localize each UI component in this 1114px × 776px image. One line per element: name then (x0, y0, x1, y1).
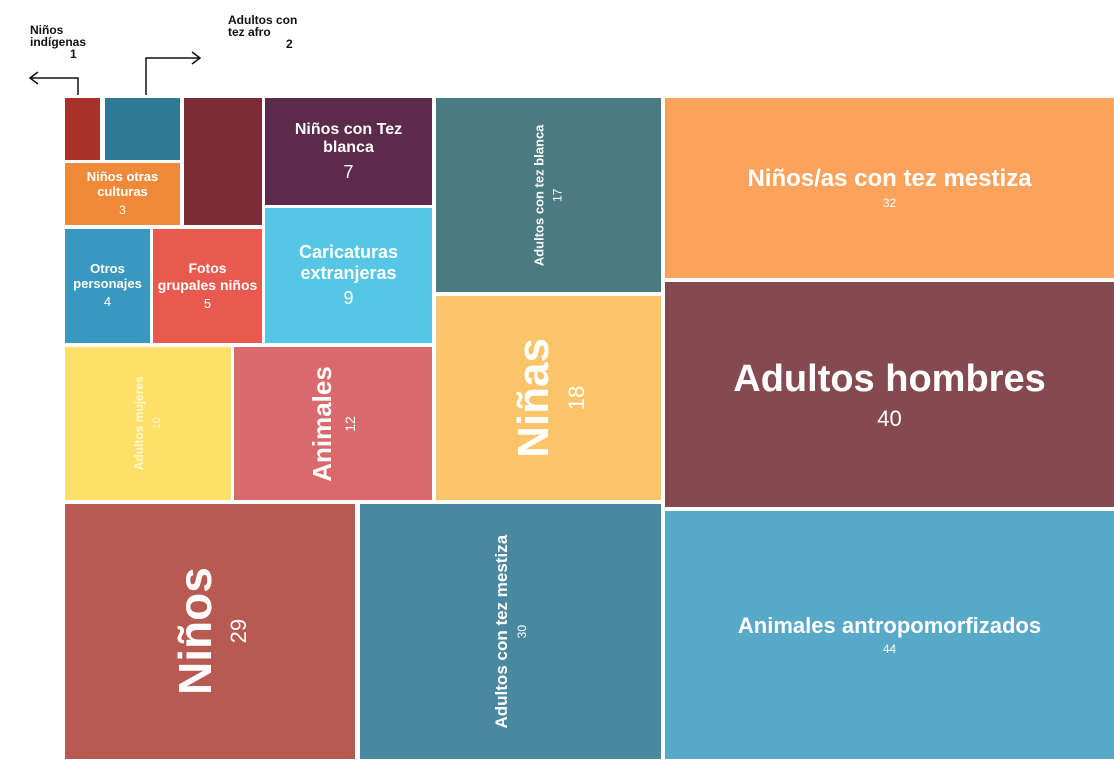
cell-label: Niños con Tez blanca 7 (269, 121, 429, 182)
treemap-cell: Caricaturas extranjeras 9 (265, 208, 432, 343)
category-label: Caricaturas extranjeras (298, 242, 399, 284)
cell-label: Adultos mujeres 10 (131, 376, 163, 471)
treemap-cell: Animales antropomorfizados 44 (665, 511, 1114, 759)
cell-label: Niñas 18 (509, 338, 589, 458)
treemap-cell: Adultos hombres 40 (665, 282, 1114, 507)
annotation: Niños indígenas 1 (30, 24, 120, 60)
cell-label: Adultos hombres 40 (733, 358, 1045, 431)
value-label: 29 (225, 619, 251, 644)
value-label: 44 (882, 641, 897, 656)
value-label: 7 (343, 161, 354, 182)
annotation: Adultos con tez afro 2 (228, 14, 318, 50)
treemap-cell: Adultos mujeres 10 (65, 347, 231, 500)
value-label: 18 (563, 385, 589, 411)
cell-label: Animales antropomorfizados 44 (738, 613, 1041, 656)
annotation-arrows (28, 51, 202, 95)
arrow (145, 51, 202, 95)
treemap-cell: Fotos grupales niños 5 (153, 229, 262, 343)
value-label: 10 (150, 417, 163, 430)
annotation-value: 2 (286, 37, 293, 51)
category-label: Animales antropomorfizados (737, 613, 1042, 639)
category-label: Adultos con tez blanca (531, 124, 547, 266)
treemap-cell: Adultos con tez mestiza 30 (360, 504, 661, 759)
arrow (28, 71, 79, 95)
value-label: 5 (203, 295, 212, 311)
treemap-cell: Animales 12 (234, 347, 432, 500)
treemap-cell (184, 98, 262, 225)
value-label: 32 (882, 195, 897, 210)
annotation-label: Niños indígenas (30, 23, 87, 49)
value-label: 30 (514, 624, 529, 639)
cell-label: Adultos con tez blanca 17 (531, 124, 565, 266)
cell-label: Animales 12 (307, 365, 358, 482)
category-label: Animales (307, 365, 337, 482)
value-label: 4 (103, 294, 112, 310)
category-label: Niños/as con tez mestiza (747, 165, 1032, 193)
category-label: Adultos hombres (733, 358, 1046, 400)
category-label: Fotos grupales niños (157, 260, 258, 293)
treemap-cell: Niños/as con tez mestiza 32 (665, 98, 1114, 278)
value-label: 3 (119, 203, 126, 218)
category-label: Niñas (508, 338, 558, 458)
category-label: Niños con Tez blanca (294, 120, 403, 157)
cell-label: Fotos grupales niños 5 (158, 260, 258, 311)
treemap-cell: Adultos con tez blanca 17 (436, 98, 661, 292)
annotation-value: 1 (70, 47, 77, 61)
treemap-cell: Niños con Tez blanca 7 (265, 98, 432, 205)
category-label: Adultos mujeres (131, 376, 146, 471)
value-label: 9 (343, 287, 354, 308)
treemap-cell: Niñas 18 (436, 296, 661, 500)
value-label: 17 (550, 188, 565, 202)
cell-label: Niños/as con tez mestiza 32 (747, 165, 1031, 210)
category-label: Niños (168, 567, 221, 696)
treemap-cell: Niños 29 (65, 504, 355, 759)
value-label: 12 (341, 415, 358, 432)
category-label: Adultos con tez mestiza (491, 534, 511, 729)
treemap-cell (105, 98, 180, 160)
cell-label: Niños 29 (169, 568, 251, 696)
cell-label: Otros personajes 4 (68, 260, 148, 311)
cell-label: Caricaturas extranjeras 9 (274, 242, 424, 308)
treemap-cell (65, 98, 100, 160)
treemap-cell: Otros personajes 4 (65, 229, 150, 343)
cell-label: Adultos con tez mestiza 30 (492, 535, 529, 729)
category-label: Niños otras culturas (86, 169, 159, 200)
annotation-label: Adultos con tez afro (228, 13, 298, 39)
treemap-cell: Niños otras culturas 3 (65, 163, 180, 225)
value-label: 40 (877, 405, 902, 431)
cell-label: Niños otras culturas 3 (68, 169, 178, 218)
category-label: Otros personajes (73, 260, 142, 291)
